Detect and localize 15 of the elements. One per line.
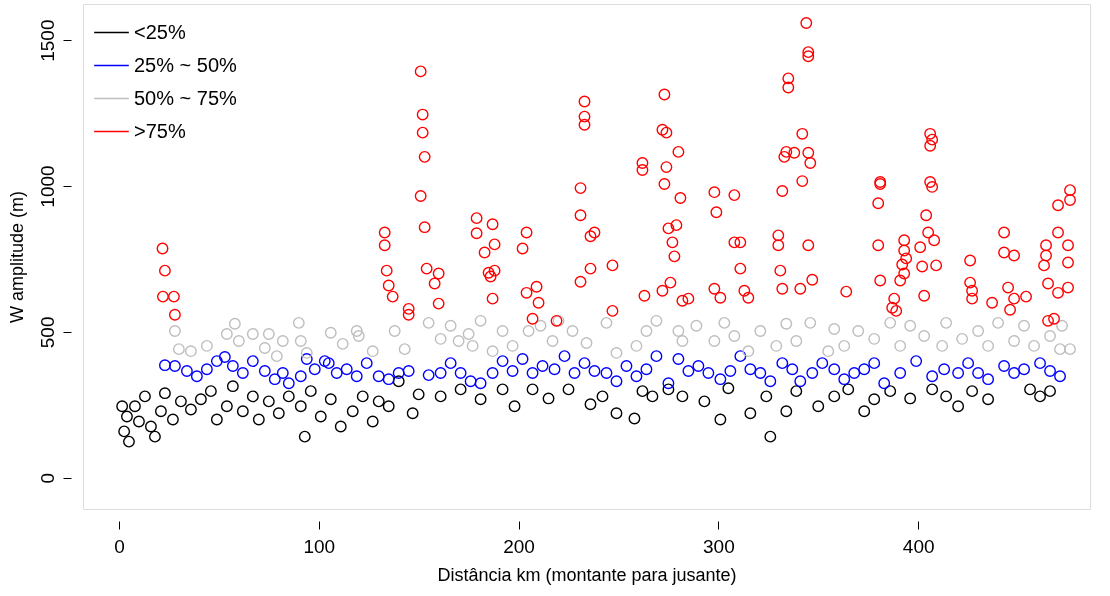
x-axis-title: Distância km (montante para jusante) bbox=[437, 564, 737, 585]
y-tick-label: 1500 bbox=[36, 19, 58, 62]
y-tick-label: 1000 bbox=[36, 165, 58, 208]
legend-label: <25% bbox=[134, 20, 186, 43]
legend-label: >75% bbox=[134, 119, 186, 142]
y-tick-label: 500 bbox=[36, 316, 58, 349]
legend-label: 50% ~ 75% bbox=[134, 86, 238, 109]
x-tick-label: 0 bbox=[114, 535, 125, 557]
y-axis-title: W amplitude (m) bbox=[6, 190, 27, 324]
y-tick-label: 0 bbox=[36, 472, 58, 484]
x-tick-label: 200 bbox=[503, 535, 535, 557]
x-tick-label: 300 bbox=[703, 535, 735, 557]
x-tick-label: 400 bbox=[902, 535, 935, 557]
legend-label: 25% ~ 50% bbox=[134, 53, 238, 76]
x-tick-label: 100 bbox=[303, 535, 336, 557]
